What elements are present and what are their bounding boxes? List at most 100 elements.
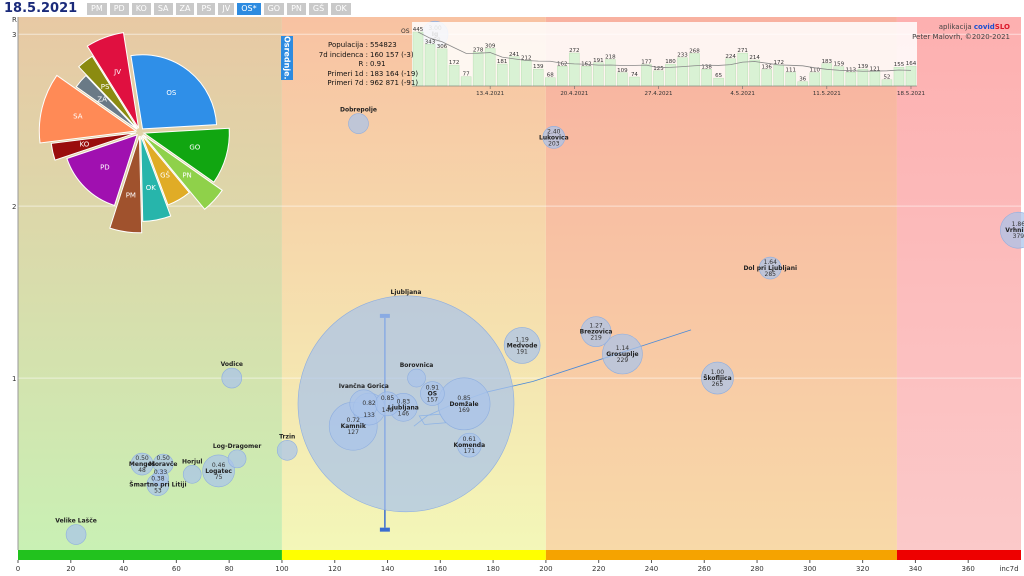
mini-bar-label: 183 xyxy=(822,59,833,65)
tab-jv[interactable]: JV xyxy=(218,3,235,15)
bubble xyxy=(420,381,445,406)
mini-bar-label: 68 xyxy=(547,73,554,79)
bubble-r-label: 2.40 xyxy=(547,128,561,135)
mini-bar-label: 139 xyxy=(858,64,869,70)
tab-os-active[interactable]: OS* xyxy=(237,3,261,15)
mini-bar-label: 306 xyxy=(437,44,448,50)
bubble-value: 133 xyxy=(363,412,375,419)
mini-bar xyxy=(701,69,712,87)
tab-pm[interactable]: PM xyxy=(87,3,107,15)
x-tick-label: 100 xyxy=(275,565,288,573)
bubble xyxy=(407,368,426,388)
mini-bar xyxy=(617,72,628,87)
mini-bar-label: 177 xyxy=(641,60,652,66)
mini-bar xyxy=(653,70,664,87)
mini-bar-label: 138 xyxy=(701,64,712,70)
bubble-name: Brezovica xyxy=(580,329,613,336)
mini-bar-label: 162 xyxy=(557,61,568,67)
mini-bar-label: 241 xyxy=(509,52,520,58)
mini-bar-label: 268 xyxy=(689,48,700,54)
mini-bar xyxy=(569,52,580,87)
bubble-name: Šmartno pri Litiji xyxy=(129,482,186,489)
bubble-r-label: 1.14 xyxy=(616,345,630,352)
tab-sa[interactable]: SA xyxy=(153,3,173,15)
bubble-value: 146 xyxy=(398,410,410,417)
mini-date-label: 20.4.2021 xyxy=(560,91,588,97)
stat-key: Primeri 1d : xyxy=(327,69,368,78)
tab-ps[interactable]: PS xyxy=(197,3,216,15)
pie-label: JV xyxy=(113,68,121,76)
mini-bar-label: 164 xyxy=(906,61,917,67)
tab-pd[interactable]: PD xyxy=(109,3,129,15)
bubble-name: Komenda xyxy=(454,442,486,449)
mini-date-label: 4.5.2021 xyxy=(730,91,755,97)
mini-bar xyxy=(845,72,857,87)
bubble xyxy=(503,327,541,364)
mini-bar-label: 121 xyxy=(870,66,881,72)
stat-key: Primeri 7d : xyxy=(327,79,368,87)
bubble-r-label: 0.38 xyxy=(151,476,165,483)
tab-ko[interactable]: KO xyxy=(131,3,151,15)
bubble-value: 379 xyxy=(1013,233,1024,240)
bubble xyxy=(348,113,369,134)
mini-bar xyxy=(508,56,520,87)
mini-chart-bg xyxy=(412,22,917,86)
bubble-r-label: 0.50 xyxy=(156,455,170,462)
mini-bar xyxy=(496,63,508,87)
bubble-name: OS xyxy=(428,391,437,398)
mini-bar xyxy=(737,52,748,87)
bubble-name: Logatec xyxy=(205,468,232,475)
tab-go[interactable]: GO xyxy=(263,3,285,15)
mini-bar xyxy=(593,62,604,87)
bubble-name: Vrhnika xyxy=(1005,227,1024,234)
bubble-name: Moravče xyxy=(149,461,178,468)
pie-label: PN xyxy=(182,171,191,179)
mini-bar xyxy=(809,72,821,87)
tab-ok[interactable]: OK xyxy=(331,3,351,15)
bubble-r-label: 0.91 xyxy=(426,385,440,392)
mini-bar xyxy=(629,76,640,87)
mini-bar xyxy=(545,77,556,87)
mini-bar xyxy=(821,63,833,87)
x-tick-label: 60 xyxy=(172,565,181,573)
bubble-value: 265 xyxy=(712,381,724,388)
mini-bar xyxy=(472,52,484,87)
bubble-name: Grosuplje xyxy=(606,351,638,358)
mini-bar xyxy=(713,77,724,87)
mini-bar xyxy=(857,68,869,87)
mini-bar-label: 180 xyxy=(665,59,676,65)
bubble xyxy=(202,454,235,488)
tab-gš[interactable]: GŠ xyxy=(308,3,329,15)
band-orange xyxy=(545,17,897,550)
mini-bar-label: 172 xyxy=(449,60,460,66)
mini-bar-label: 212 xyxy=(521,55,532,61)
mini-bar-label: 343 xyxy=(425,39,436,45)
bubble xyxy=(758,256,782,280)
pie-label: PS xyxy=(101,83,110,91)
mini-bar-label: 139 xyxy=(533,64,544,70)
bubble-name: Domžale xyxy=(450,401,479,408)
bubble-r-label: 0.85 xyxy=(457,395,471,402)
bubble-name: Vodice xyxy=(221,361,243,368)
pie-label: SA xyxy=(73,113,83,121)
pie-slice xyxy=(142,134,223,210)
mini-bar-label: 52 xyxy=(883,75,890,81)
bubble-name: Ivančna Gorica xyxy=(339,383,389,390)
y-tick-label: 3 xyxy=(12,31,16,39)
stat-value: 160 157 (-3) xyxy=(370,50,414,59)
mini-bar-label: 155 xyxy=(894,62,905,68)
pie-label: OK xyxy=(146,184,157,192)
stat-key: Populacija : xyxy=(328,41,368,49)
tab-pn[interactable]: PN xyxy=(287,3,306,15)
bubble-name: Dobrepolje xyxy=(340,107,377,114)
band-strip-yellow xyxy=(281,550,546,560)
mini-series-name: OS xyxy=(401,28,410,35)
pie-label: PD xyxy=(100,164,110,172)
x-tick-label: 80 xyxy=(225,565,234,573)
x-tick-label: 320 xyxy=(856,565,869,573)
bubble-value: 191 xyxy=(516,348,528,355)
tab-za[interactable]: ZA xyxy=(175,3,195,15)
stat-row: Populacija :554823 xyxy=(300,41,418,51)
mini-bar xyxy=(436,48,448,87)
